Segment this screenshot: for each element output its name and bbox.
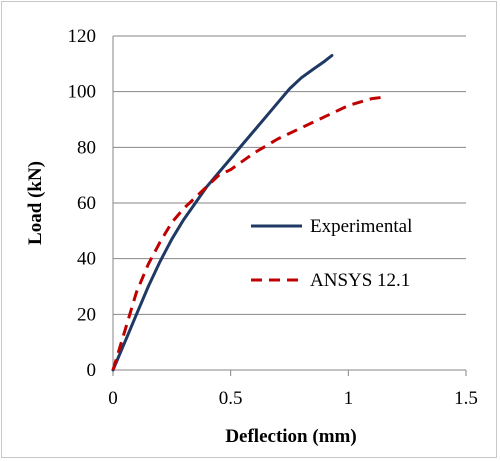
y-tick-label: 0 bbox=[87, 360, 97, 381]
y-tick-label: 100 bbox=[68, 82, 97, 103]
series-lines bbox=[111, 54, 384, 372]
gridlines bbox=[113, 35, 466, 315]
legend-label: Experimental bbox=[310, 216, 412, 237]
x-axis-label: Deflection (mm) bbox=[225, 426, 356, 447]
x-tick-label: 0 bbox=[108, 388, 118, 409]
y-tick-label: 40 bbox=[77, 249, 96, 270]
x-tick-label: 0.5 bbox=[219, 388, 243, 409]
y-tick-label: 80 bbox=[77, 137, 96, 158]
series-line-experimental bbox=[111, 54, 334, 372]
y-tick-labels: 0 20 40 60 80 100 120 bbox=[68, 26, 97, 381]
y-axis-label: Load (kN) bbox=[25, 161, 46, 245]
legend-label: ANSYS 12.1 bbox=[310, 270, 410, 291]
legend: Experimental ANSYS 12.1 bbox=[251, 216, 412, 291]
x-tick-label: 1.5 bbox=[454, 388, 478, 409]
y-tick-label: 20 bbox=[77, 304, 96, 325]
x-tick-labels: 0 0.5 1 1.5 bbox=[108, 388, 478, 409]
y-tick-label: 60 bbox=[77, 193, 96, 214]
series-line-ansys bbox=[111, 95, 384, 371]
y-tick-label: 120 bbox=[68, 26, 97, 47]
x-tick-label: 1 bbox=[344, 388, 354, 409]
